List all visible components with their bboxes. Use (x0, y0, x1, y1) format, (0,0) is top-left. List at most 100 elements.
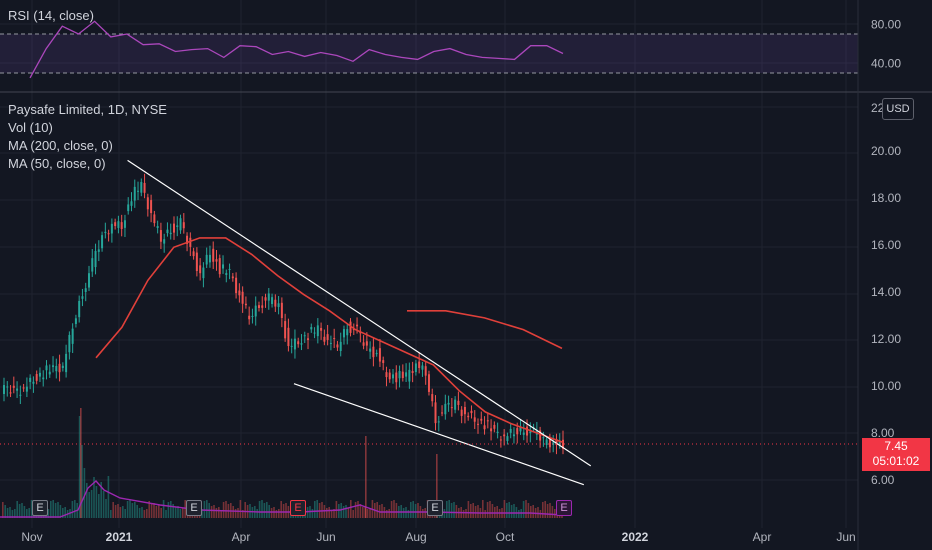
candle-body (251, 315, 254, 317)
candle-body (313, 332, 316, 334)
volume-bar (158, 505, 160, 518)
candle-body (71, 328, 74, 344)
volume-bar (93, 477, 95, 518)
earnings-marker[interactable]: E (32, 500, 48, 516)
candle-body (202, 267, 205, 279)
candle-body (12, 385, 15, 388)
rsi-axis-ticks: 80.00 40.00 (871, 17, 901, 70)
volume-bar (407, 510, 410, 518)
volume-bar (482, 500, 484, 518)
candle-body (25, 386, 28, 392)
volume-bar (275, 510, 278, 518)
volume-indicator-label[interactable]: Vol (10) (8, 120, 53, 135)
candle-body (6, 386, 9, 388)
volume-bar (52, 500, 54, 518)
volume-bar (357, 501, 359, 518)
candle-body (369, 348, 372, 352)
candle-body (450, 407, 453, 409)
candle-body (45, 365, 48, 371)
volume-bar (311, 509, 314, 518)
currency-button[interactable]: USD (882, 98, 914, 120)
price-tick-label: 22 (871, 101, 885, 115)
earnings-marker[interactable]: E (186, 500, 202, 516)
volume-bar (503, 500, 506, 518)
volume-bar (179, 509, 182, 518)
candle-body (254, 305, 257, 317)
candle-body (231, 276, 234, 279)
volume-bar (148, 501, 150, 518)
volume-bar (340, 503, 342, 518)
candle-body (117, 221, 120, 228)
candle-body (91, 258, 94, 272)
candle-body (166, 229, 169, 234)
candle-body (218, 258, 221, 275)
candle-body (16, 388, 19, 391)
candle-body (199, 265, 202, 274)
volume-bar (9, 507, 11, 518)
volume-bar (172, 504, 174, 518)
candle-body (9, 392, 12, 394)
candle-body (127, 204, 130, 212)
candle-body (555, 439, 558, 445)
volume-bar (362, 507, 364, 518)
volume-bar (100, 482, 102, 518)
volume-bar (470, 504, 472, 518)
candle-body (156, 226, 159, 229)
volume-bar (6, 508, 9, 518)
time-tick-label: Apr (753, 530, 772, 544)
volume-bar (213, 505, 215, 518)
candle-body (454, 399, 457, 410)
earnings-marker-upcoming[interactable]: E (556, 500, 572, 516)
candle-body (235, 277, 238, 294)
price-tick-label: 8.00 (871, 426, 895, 440)
volume-bar (436, 454, 438, 518)
candle-body (120, 222, 123, 230)
candle-body (548, 439, 551, 448)
volume-bar (510, 505, 513, 518)
volume-bar (354, 502, 357, 518)
trendline (127, 159, 592, 467)
price-tick-label: 10.00 (871, 379, 901, 393)
candle-body (222, 264, 225, 269)
candle-body (392, 374, 395, 379)
ma50-indicator-label[interactable]: MA (50, close, 0) (8, 156, 106, 171)
candle-body (490, 428, 493, 432)
volume-bar (222, 502, 225, 518)
rsi-indicator-label[interactable]: RSI (14, close) (8, 8, 94, 23)
candle-body (284, 321, 287, 339)
volume-bar (64, 507, 66, 518)
candle-body (130, 201, 133, 206)
candle-body (323, 336, 326, 342)
candle-body (460, 409, 463, 416)
volume-bar (376, 502, 378, 518)
candle-body (356, 324, 359, 327)
volume-bar (153, 503, 155, 518)
ma200-indicator-label[interactable]: MA (200, close, 0) (8, 138, 113, 153)
candle-body (493, 424, 496, 429)
candle-body (143, 182, 146, 193)
candle-body (558, 440, 561, 446)
candle-body (414, 363, 417, 373)
candle-body (431, 394, 434, 402)
volume-bar (11, 510, 14, 518)
candle-body (81, 296, 84, 299)
price-tick-label: 6.00 (871, 473, 895, 487)
candle-body (287, 327, 290, 347)
candle-body (215, 259, 218, 262)
candlestick-series (3, 173, 564, 455)
candle-body (42, 377, 45, 380)
volume-bar (280, 501, 282, 518)
time-tick-label: 2021 (106, 530, 133, 544)
candle-body (401, 371, 404, 379)
candle-body (65, 353, 68, 373)
symbol-title[interactable]: Paysafe Limited, 1D, NYSE (8, 102, 167, 117)
candle-body (329, 342, 332, 344)
volume-bar (323, 505, 326, 518)
earnings-marker-miss[interactable]: E (290, 500, 306, 516)
volume-bar (345, 505, 347, 518)
candle-body (480, 418, 483, 421)
earnings-marker[interactable]: E (427, 500, 443, 516)
candle-body (526, 426, 529, 436)
volume-bar (410, 502, 412, 518)
